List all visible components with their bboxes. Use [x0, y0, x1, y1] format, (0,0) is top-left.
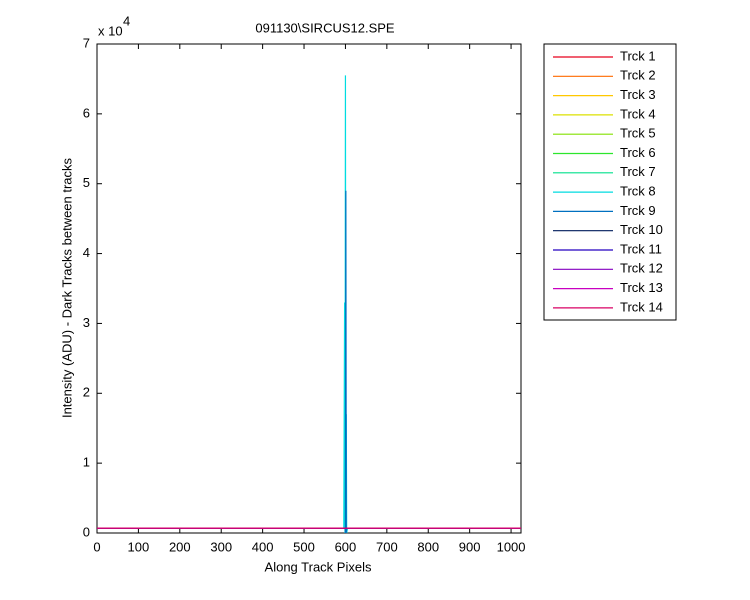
- x-tick-label: 1000: [497, 539, 526, 554]
- legend-label: Trck 2: [620, 68, 656, 83]
- axis-multiplier-exponent: 4: [123, 13, 130, 28]
- x-axis-label: Along Track Pixels: [265, 559, 372, 574]
- legend-label: Trck 12: [620, 261, 663, 276]
- x-tick-label: 0: [93, 539, 100, 554]
- x-tick-label: 500: [293, 539, 315, 554]
- y-tick-label: 2: [83, 385, 90, 400]
- y-tick-label: 0: [83, 524, 90, 539]
- x-tick-label: 300: [210, 539, 232, 554]
- x-tick-label: 700: [376, 539, 398, 554]
- legend-label: Trck 13: [620, 280, 663, 295]
- legend-label: Trck 3: [620, 87, 656, 102]
- y-tick-label: 7: [83, 35, 90, 50]
- legend-label: Trck 8: [620, 184, 656, 199]
- axis-multiplier: x 10: [98, 23, 123, 38]
- x-tick-label: 800: [417, 539, 439, 554]
- legend-label: Trck 4: [620, 106, 656, 121]
- legend-label: Trck 5: [620, 126, 656, 141]
- legend-label: Trck 1: [620, 48, 656, 63]
- x-tick-label: 100: [128, 539, 150, 554]
- x-tick-label: 600: [335, 539, 357, 554]
- legend-label: Trck 14: [620, 299, 663, 314]
- y-tick-label: 4: [83, 245, 90, 260]
- plot-area: [96, 43, 522, 534]
- legend: [543, 43, 677, 321]
- y-axis-label: Intensity (ADU) - Dark Tracks between tr…: [59, 157, 74, 418]
- x-tick-label: 900: [459, 539, 481, 554]
- y-tick-label: 3: [83, 315, 90, 330]
- y-tick-label: 5: [83, 175, 90, 190]
- x-tick-label: 200: [169, 539, 191, 554]
- legend-label: Trck 10: [620, 222, 663, 237]
- chart-title: 091130\SIRCUS12.SPE: [255, 20, 395, 35]
- legend-label: Trck 9: [620, 203, 656, 218]
- y-tick-label: 1: [83, 455, 90, 470]
- y-tick-label: 6: [83, 105, 90, 120]
- x-tick-label: 400: [252, 539, 274, 554]
- legend-label: Trck 11: [620, 241, 662, 256]
- legend-label: Trck 6: [620, 145, 656, 160]
- legend-label: Trck 7: [620, 164, 656, 179]
